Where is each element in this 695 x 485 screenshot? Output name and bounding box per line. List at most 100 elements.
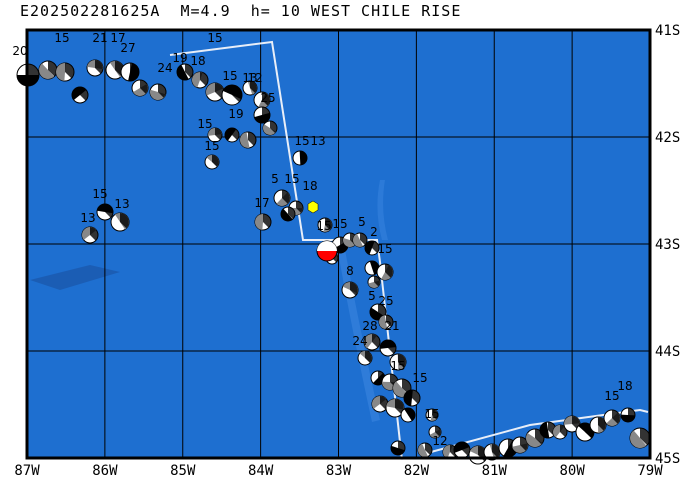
longitude-tick-label: 80W: [559, 463, 585, 479]
focal-mechanism-symbol: [363, 333, 381, 351]
focal-mechanism-symbol: [191, 71, 209, 89]
depth-label: 15: [204, 139, 219, 153]
focal-mechanism-symbol: [589, 416, 607, 434]
depth-label: 25: [378, 294, 393, 308]
focal-mechanism-symbol: [511, 436, 529, 454]
focal-mechanism-symbol: [120, 62, 140, 82]
focal-mechanism-symbol: [204, 154, 220, 170]
focal-mechanism-symbol: [317, 217, 333, 233]
depth-label: 19: [228, 107, 243, 121]
depth-label: 25: [260, 91, 275, 105]
focal-mechanism-symbol: [525, 428, 545, 448]
depth-label: 27: [120, 41, 135, 55]
focal-mechanism-symbol: [390, 440, 406, 456]
focal-mechanism-symbol: [367, 275, 381, 289]
focal-mechanism-symbol: [453, 441, 471, 459]
depth-label: 18: [190, 54, 205, 68]
depth-label: 17: [110, 31, 125, 45]
focal-mechanism-symbol: [603, 409, 621, 427]
depth-label: 5: [358, 215, 366, 229]
focal-mechanism-symbol: [207, 127, 223, 143]
focal-mechanism-symbol: [389, 353, 407, 371]
focal-mechanism-symbol: [371, 395, 389, 413]
target-event[interactable]: [316, 240, 338, 262]
focal-mechanism-symbol: [376, 263, 394, 281]
depth-label: 15: [604, 389, 619, 403]
depth-label: 21: [384, 319, 399, 333]
depth-label: 12: [432, 434, 447, 448]
focal-mechanism-symbol: [239, 131, 257, 149]
longitude-tick-label: 84W: [248, 463, 274, 479]
depth-label: 12: [247, 71, 262, 85]
depth-label: 15: [332, 217, 347, 231]
focal-mechanism-symbol: [96, 203, 114, 221]
depth-label: 5: [368, 289, 376, 303]
focal-mechanism-symbol: [253, 91, 271, 109]
focal-mechanism-symbol: [110, 212, 130, 232]
focal-mechanism-symbol: [563, 415, 581, 433]
focal-mechanism-symbol: [364, 240, 380, 256]
depth-label: 24: [157, 61, 172, 75]
focal-mechanism-symbol: [131, 79, 149, 97]
focal-mechanism-symbol: [629, 427, 651, 449]
latitude-axis: 41S 42S 43S 44S 45S: [655, 23, 680, 467]
latitude-tick-label: 42S: [655, 130, 680, 146]
longitude-axis: 87W 86W 85W 84W 83W 82W 81W 80W 79W: [14, 463, 663, 479]
depth-label: 15: [390, 359, 405, 373]
depth-label: 28: [362, 319, 377, 333]
depth-label: 5: [271, 172, 279, 186]
depth-label: 15: [294, 134, 309, 148]
depth-label: 15: [197, 117, 212, 131]
focal-mechanism-symbol: [205, 82, 225, 102]
depth-label: 13: [242, 71, 257, 85]
focal-mechanism-symbol: [352, 232, 368, 248]
focal-mechanism-symbol: [149, 83, 167, 101]
focal-mechanism-symbol: [81, 226, 99, 244]
depth-label: 15: [412, 371, 427, 385]
depth-label: 18: [617, 379, 632, 393]
focal-mechanism-symbol: [38, 60, 58, 80]
depth-label: 13: [310, 134, 325, 148]
focal-mechanism-symbol: [620, 407, 636, 423]
focal-mechanism-symbol: [379, 339, 397, 357]
focal-mechanisms: [16, 59, 651, 465]
focal-mechanism-symbol: [292, 150, 308, 166]
event-title: E202502281625A M=4.9 h= 10 WEST CHILE RI…: [20, 2, 462, 20]
latitude-tick-label: 41S: [655, 23, 680, 39]
depth-label: 18: [302, 179, 317, 193]
longitude-tick-label: 79W: [637, 463, 663, 479]
depth-label: 13: [80, 211, 95, 225]
focal-mechanism-symbol: [428, 425, 442, 439]
depth-label: 19: [172, 51, 187, 65]
focal-mechanism-symbol: [425, 408, 439, 422]
depth-label: 15: [424, 407, 439, 421]
depth-label: 13: [114, 197, 129, 211]
focal-mechanism-symbol: [385, 398, 405, 418]
depth-label: 24: [352, 334, 367, 348]
depth-label: 15: [54, 31, 69, 45]
depth-label: 15: [207, 31, 222, 45]
latitude-tick-label: 45S: [655, 451, 680, 467]
focal-mechanism-symbol: [253, 106, 271, 124]
epicenter-marker[interactable]: [307, 200, 319, 214]
depth-label: 20: [12, 44, 27, 58]
depth-label: 8: [346, 264, 354, 278]
depth-label: 15: [284, 172, 299, 186]
focal-mechanism-symbol: [262, 120, 278, 136]
focal-mechanism-symbol: [224, 127, 240, 143]
focal-mechanism-symbol: [273, 189, 291, 207]
focal-mechanism-symbol: [539, 421, 557, 439]
latitude-tick-label: 43S: [655, 237, 680, 253]
depth-label: 15: [222, 69, 237, 83]
ridge-outline: [419, 408, 649, 456]
focal-mechanism-symbol: [254, 213, 272, 231]
focal-mechanism-symbol: [242, 80, 258, 96]
depth-label: 15: [316, 219, 331, 233]
focal-mechanism-symbol: [400, 407, 416, 423]
depth-label: 15: [377, 242, 392, 256]
longitude-tick-label: 87W: [14, 463, 40, 479]
focal-mechanism-symbol: [221, 84, 243, 106]
longitude-tick-label: 82W: [404, 463, 430, 479]
